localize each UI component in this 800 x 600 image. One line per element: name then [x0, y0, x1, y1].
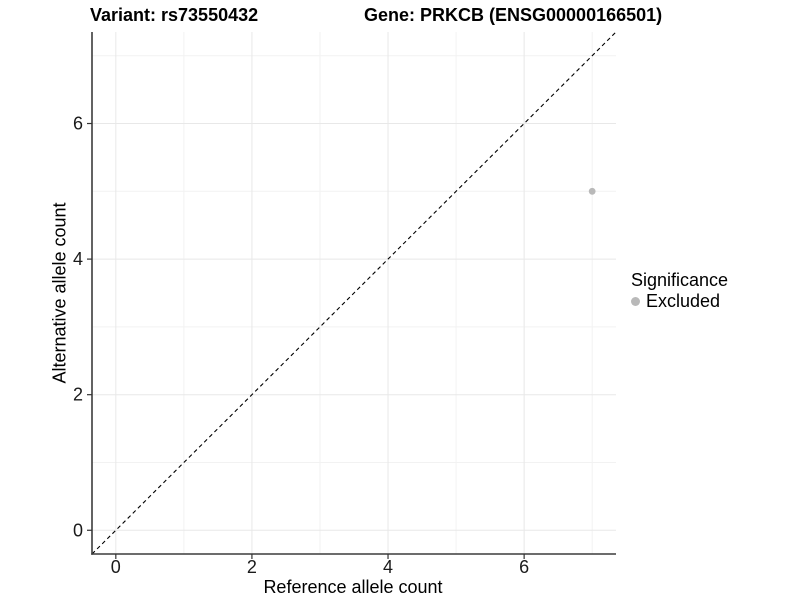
y-tick-label: 2	[73, 385, 83, 405]
legend-item-label: Excluded	[646, 291, 721, 311]
excluded-point-icon	[631, 297, 640, 306]
gene-title: Gene: PRKCB (ENSG00000166501)	[364, 5, 663, 25]
x-tick-label: 4	[383, 557, 393, 577]
x-tick-label: 6	[519, 557, 529, 577]
data-point	[588, 187, 596, 195]
y-tick-label: 4	[73, 249, 83, 269]
x-axis-title: Reference allele count	[263, 577, 443, 597]
variant-title: Variant: rs73550432	[90, 5, 259, 25]
legend-item-excluded: Excluded	[631, 291, 728, 312]
legend: Significance Excluded	[631, 270, 728, 312]
identity-dashed-line	[91, 31, 617, 555]
y-tick-label: 6	[73, 114, 83, 134]
y-tick-label: 0	[73, 520, 83, 540]
y-axis-title: Alternative allele count	[49, 202, 70, 384]
x-tick-label: 2	[247, 557, 257, 577]
legend-title: Significance	[631, 270, 729, 290]
x-tick-label: 0	[111, 557, 121, 577]
